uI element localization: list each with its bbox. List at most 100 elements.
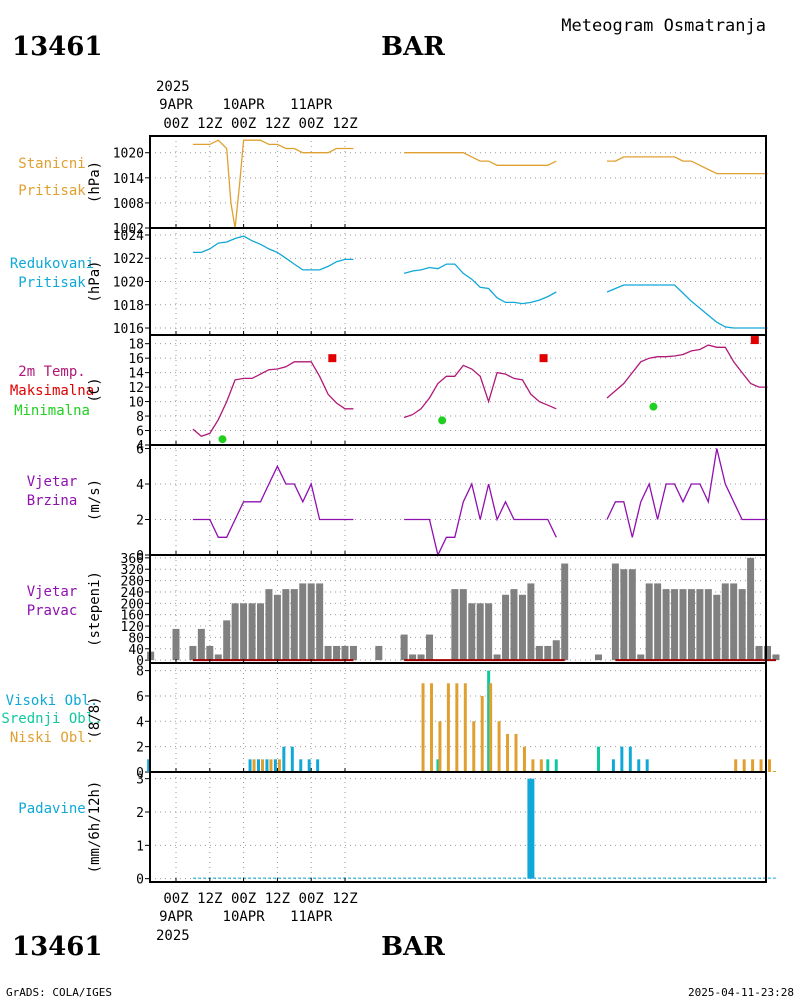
wind-direction-bar [654,583,662,661]
wind-direction-bar [552,640,560,661]
series-bar [421,683,425,772]
y-tick-label: 0 [136,766,144,781]
top-hour-label: 00Z [231,116,256,132]
bottom-date-label: 9APR [159,909,193,925]
panel-frame [149,771,767,883]
wind-direction-bar [468,603,476,661]
top-hour-label: 00Z [299,116,324,132]
bottom-year-label: 2025 [156,928,190,944]
wind-direction-bar [240,603,248,661]
wind-direction-bar [206,645,214,661]
series-bar [472,721,476,772]
series-bar [463,683,467,772]
y-axis-label: (m/s) [87,479,103,521]
series-bar [554,759,558,772]
min-temp-marker [649,402,658,411]
series-bar [531,759,535,772]
series-bar [446,683,450,772]
series-bar [497,721,501,772]
wind-direction-bar [324,645,332,661]
y-tick-label: 8 [136,665,144,680]
bottom-date-label: 11APR [290,909,333,925]
max-temp-marker [328,354,337,363]
panel-label: Srednji Obl. [1,711,102,727]
series-bar [252,759,256,772]
wind-direction-bar [747,557,755,661]
bottom-hour-label: 00Z [299,891,324,907]
y-tick-label: 200 [121,597,144,612]
series-bar [265,759,269,772]
series-bar [282,746,286,772]
wind-direction-bar [197,628,205,661]
wind-direction-bar [671,589,679,661]
wind-direction-bar [417,654,425,661]
y-tick-label: 6 [136,425,144,440]
y-tick-label: 360 [121,552,144,567]
wind-direction-bar [341,645,349,661]
series-bar [768,759,771,772]
y-tick-label: 2 [136,806,144,821]
wind-direction-bar [273,594,281,661]
y-tick-label: 1022 [113,252,144,267]
wind-direction-bar [189,645,197,661]
wind-direction-bar [349,645,357,661]
series-bar [248,759,252,772]
series-bar [316,759,320,772]
series-bar [455,683,459,772]
y-tick-label: 4 [136,478,144,493]
series-bar [489,683,493,772]
panel-label: Stanicni [18,156,85,172]
y-tick-label: 6 [136,443,144,458]
wind-direction-bar [687,589,695,661]
series-line [606,448,768,538]
panel-clouds: Visoki Obl. Srednji Obl. Niski Obl.(8/8) 0 2… [1,662,776,781]
y-tick-label: 1008 [113,197,144,212]
wind-direction-bar [645,583,653,661]
wind-direction-bar [510,589,518,661]
wind-direction-bar [316,583,324,661]
series-bar [514,733,518,772]
panel-label: Pritisak [18,183,86,199]
wind-direction-bar [637,654,645,661]
panel-label: Brzina [27,493,78,509]
series-bar [438,721,442,772]
wind-direction-bar [231,603,239,661]
wind-direction-bar [493,654,501,661]
series-bar [522,746,526,772]
series-line [404,482,557,557]
station-name-bottom: BAR [381,932,445,962]
series-bar [527,778,535,879]
series-bar [487,670,491,772]
series-bar [436,759,440,772]
series-bar [290,746,294,772]
y-tick-label: 240 [121,586,144,601]
series-bar [611,759,615,772]
series-bar [277,759,281,772]
bottom-hour-label: 12Z [265,891,290,907]
panel-wind_speed: Vjetar Brzina (m/s) 0 2 4 6 [27,443,768,564]
series-bar [261,759,264,772]
y-tick-label: 1020 [113,276,144,291]
y-tick-label: 18 [128,338,144,353]
wind-direction-bar [426,634,433,661]
y-tick-label: 4 [136,439,144,454]
y-tick-label: 1 [136,839,144,854]
panel-label: Pravac [27,603,78,619]
panel-label: Niski Obl. [10,730,94,746]
y-tick-label: 0 [136,654,144,669]
wind-direction-bar [611,563,619,661]
wind-direction-bar [738,589,746,661]
wind-direction-bar [772,654,780,661]
panel-temperature: 2m Temp.MaksimalnaMinimalna(C)4681012141… [10,334,768,454]
y-tick-label: 1016 [113,322,144,337]
y-tick-label: 1020 [113,147,144,162]
wind-direction-bar [282,589,290,661]
series-bar [257,759,260,772]
y-tick-label: 1024 [113,229,144,244]
meteogram-subtitle: Meteogram Osmatranja [561,16,766,36]
series-line [192,361,354,438]
top-year-label: 2025 [156,79,190,95]
panel-reduced_pressure: Redukovani Pritisak (hPa) 1016 1018 1020 1022 1… [10,227,768,337]
